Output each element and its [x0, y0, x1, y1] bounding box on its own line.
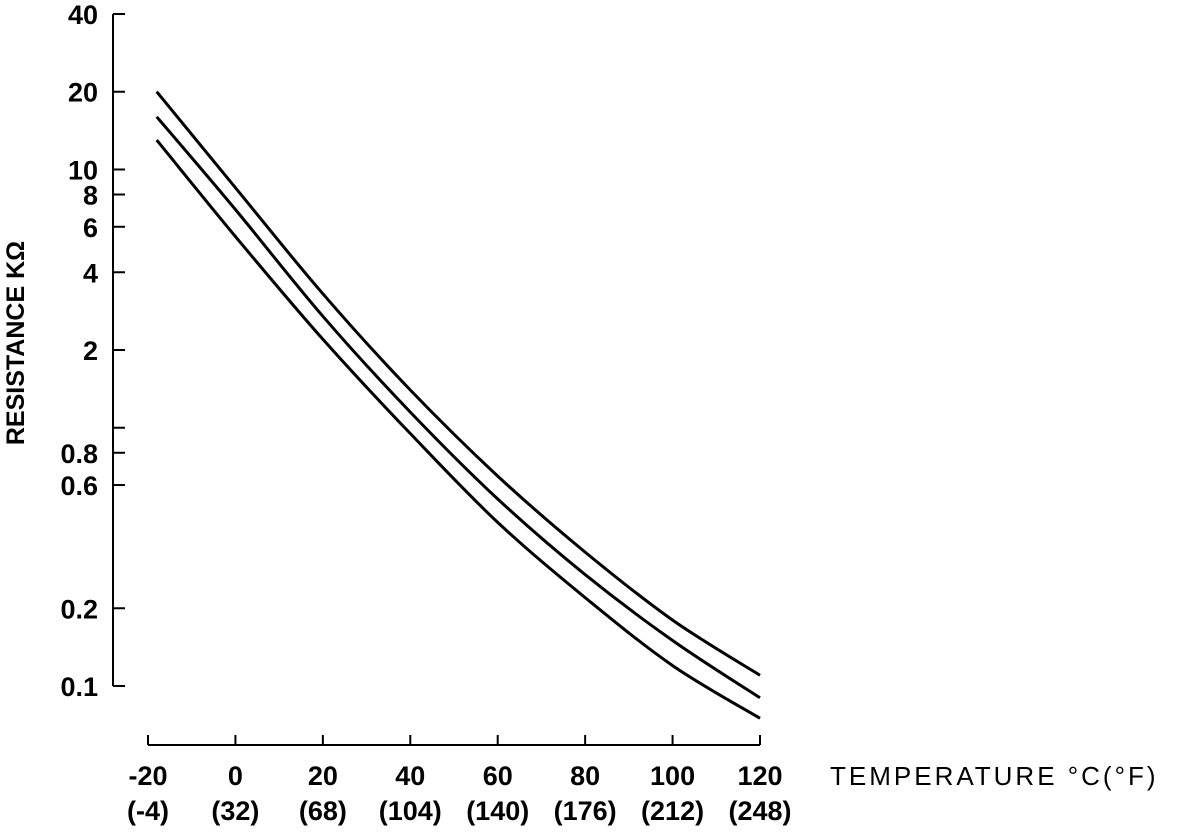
x-tick-sublabel: (-4): [127, 796, 169, 826]
y-tick-label: 10: [68, 155, 98, 185]
y-tick-label: 0.1: [60, 672, 98, 702]
resistance-curve-1: [155, 90, 761, 677]
y-axis-title: RESISTANCE KΩ: [2, 241, 30, 445]
y-tick-label: 8: [83, 181, 98, 211]
x-tick-label: 40: [395, 761, 425, 791]
x-tick-label: 20: [308, 761, 338, 791]
y-tick-label: 6: [83, 213, 98, 243]
y-tick-label: 0.6: [60, 471, 98, 501]
x-tick-label: 60: [483, 761, 513, 791]
y-tick-label: 40: [68, 0, 98, 30]
x-tick-sublabel: (140): [466, 796, 529, 826]
resistance-curve-2: [155, 115, 761, 700]
y-tick-label: 4: [83, 258, 98, 288]
x-tick-sublabel: (104): [379, 796, 442, 826]
x-tick-sublabel: (68): [299, 796, 347, 826]
x-tick-sublabel: (248): [728, 796, 791, 826]
x-tick-label: -20: [128, 761, 167, 791]
x-tick-sublabel: (176): [554, 796, 617, 826]
x-tick-sublabel: (212): [641, 796, 704, 826]
y-tick-label: 20: [68, 78, 98, 108]
x-tick-sublabel: (32): [211, 796, 259, 826]
y-tick-label: 0.8: [60, 439, 98, 469]
y-tick-label: 2: [83, 336, 98, 366]
x-tick-label: 0: [228, 761, 243, 791]
x-axis: -20 (-4) 0 (32) 20 (68) 40 (104) 60 (140) 80 (176) 1…: [127, 735, 792, 826]
x-axis-title: TEMPERATURE °C(°F): [830, 761, 1159, 791]
y-tick-label: 0.2: [60, 594, 98, 624]
curves: [155, 90, 761, 720]
x-tick-label: 120: [737, 761, 782, 791]
resistance-curve-3: [155, 139, 761, 720]
x-tick-label: 100: [650, 761, 695, 791]
x-tick-label: 80: [570, 761, 600, 791]
